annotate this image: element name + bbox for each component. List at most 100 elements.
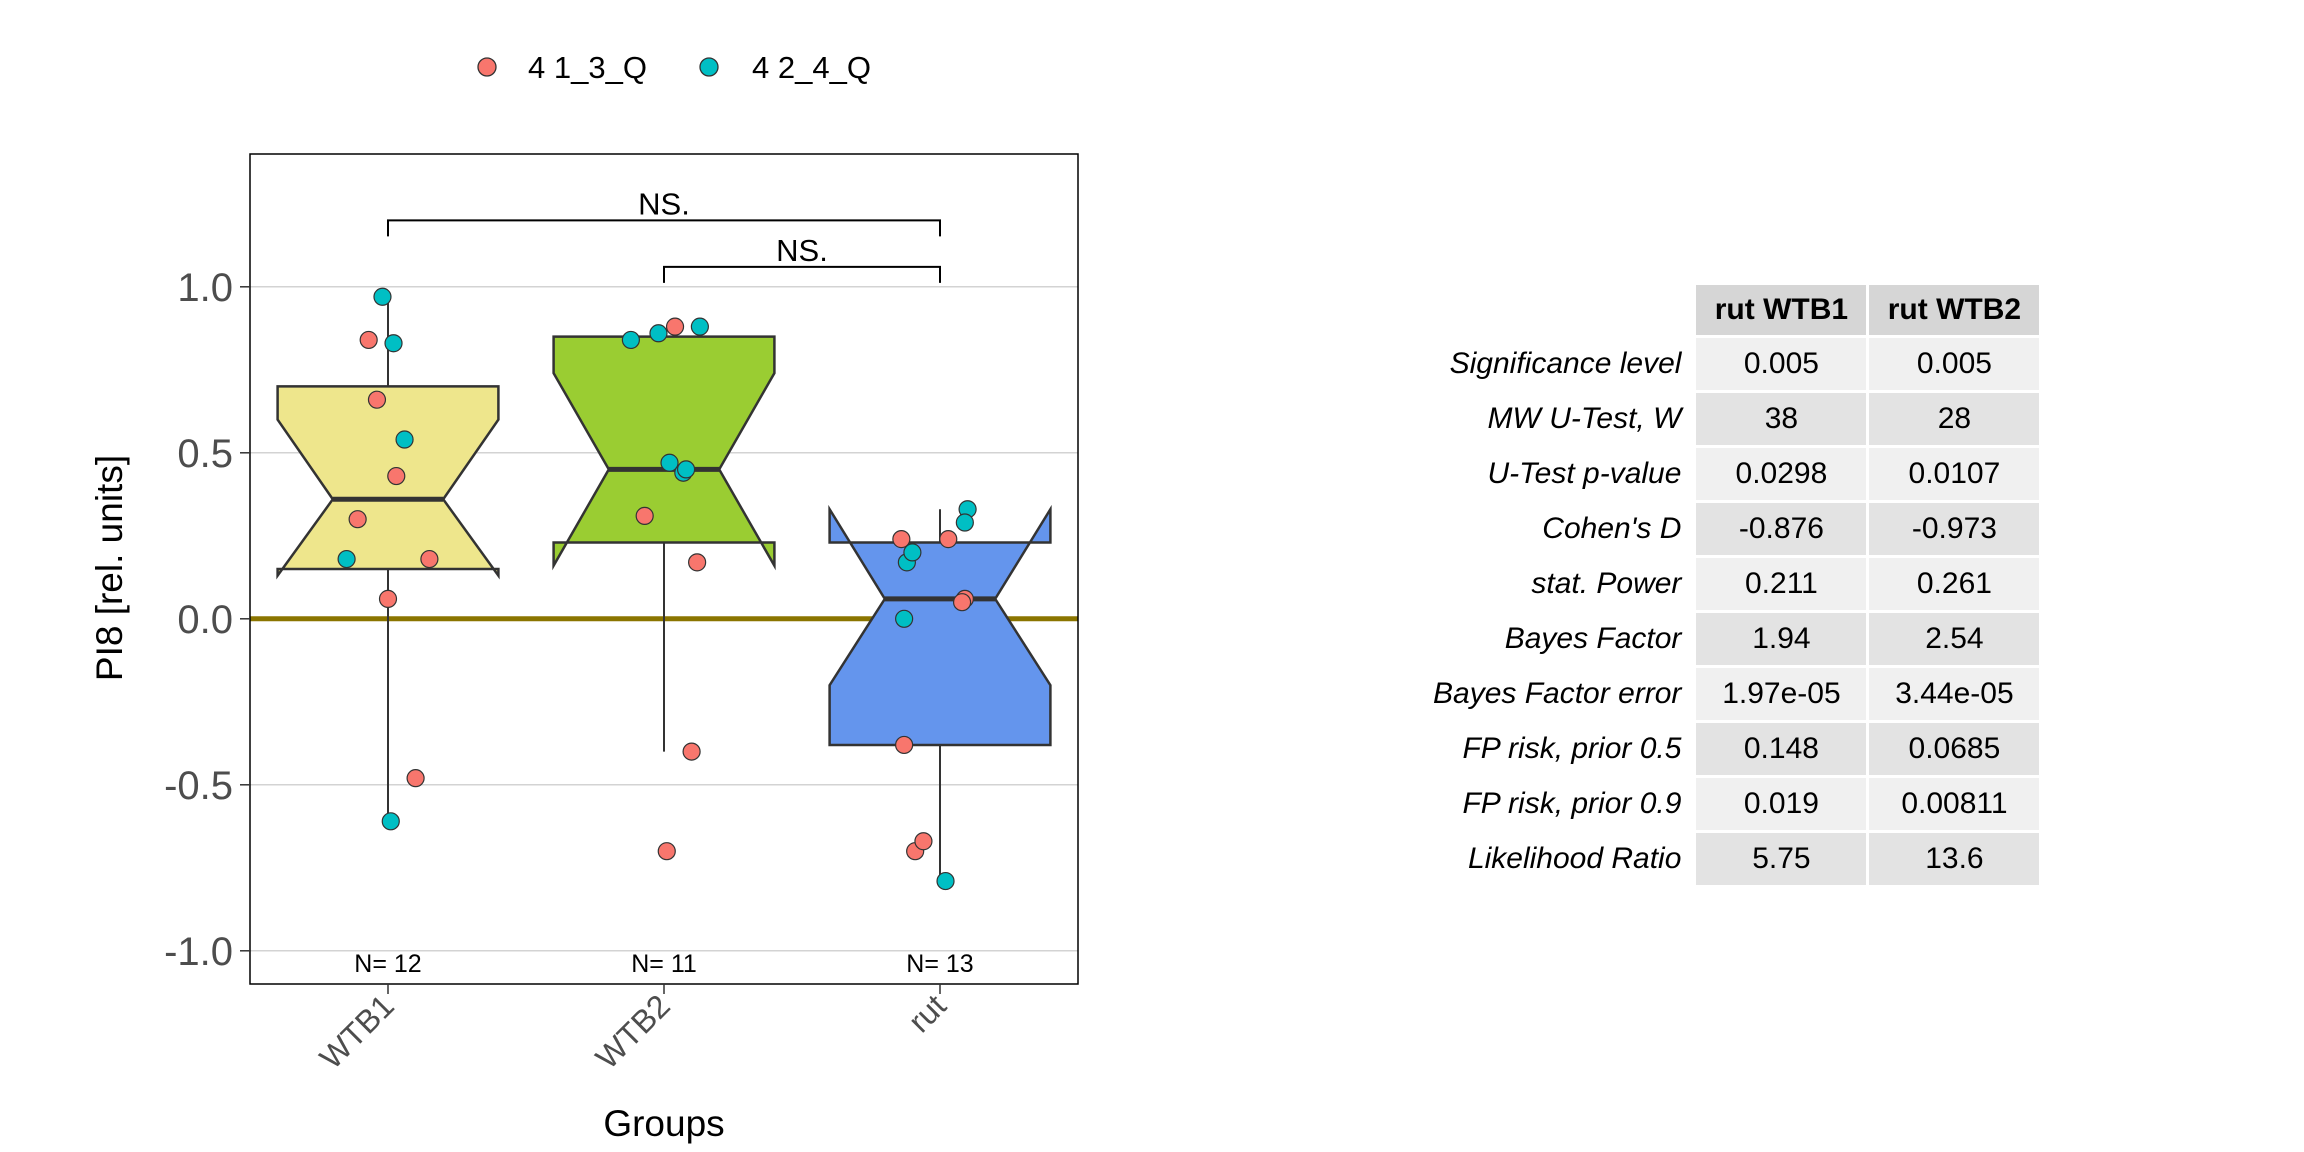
data-point <box>665 317 685 336</box>
stats-table: rut WTB1 rut WTB2 Significance level 0.00… <box>1420 282 2042 888</box>
stats-row-label: Bayes Factor <box>1504 622 1682 655</box>
data-point <box>939 530 958 549</box>
stats-table-header: rut WTB1 rut WTB2 <box>1423 285 2040 335</box>
data-point <box>895 609 914 628</box>
data-point <box>635 506 654 525</box>
n-count-label: N= 11 <box>631 950 697 978</box>
stats-row-label: Significance level <box>1449 347 1682 380</box>
stats-cell: 1.94 <box>1696 613 1867 665</box>
stats-row-label: Cohen's D <box>1542 512 1682 545</box>
data-point <box>936 871 955 891</box>
x-tick-label: WTB2 <box>589 987 677 1075</box>
data-point <box>657 842 676 861</box>
significance-bracket <box>663 265 941 283</box>
stats-cell: 38 <box>1696 393 1867 445</box>
stats-cell: -0.973 <box>1869 503 2040 555</box>
data-point <box>676 460 696 479</box>
stats-row-label: Likelihood Ratio <box>1467 842 1682 875</box>
legend-marker-series-2 <box>699 57 719 77</box>
legend-marker-series-1 <box>477 57 497 77</box>
data-point <box>952 593 972 612</box>
data-point <box>892 530 911 549</box>
data-point <box>348 510 367 529</box>
data-point <box>621 330 640 350</box>
data-point <box>381 812 400 831</box>
data-point <box>406 769 425 788</box>
stats-cell: -0.876 <box>1696 503 1867 555</box>
stats-cell: 0.005 <box>1696 338 1867 390</box>
significance-label: NS. <box>776 233 828 268</box>
y-tick-label: 0.0 <box>177 598 233 642</box>
y-tick-label: -0.5 <box>164 764 233 808</box>
stats-cell: 3.44e-05 <box>1869 668 2040 720</box>
x-axis-title: Groups <box>603 1103 724 1144</box>
stats-row-label: stat. Power <box>1531 567 1682 600</box>
stats-cell: 0.005 <box>1869 338 2040 390</box>
data-point <box>903 543 922 562</box>
x-tick-label: rut <box>901 987 953 1039</box>
stats-table-row: FP risk, prior 0.9 0.019 0.00811 <box>1423 778 2040 830</box>
stats-cell: 5.75 <box>1696 833 1867 885</box>
data-point <box>373 287 392 306</box>
stats-cell: 0.148 <box>1696 723 1867 775</box>
boxplot-chart: 4 1_3_Q 4 2_4_Q NS. NS. N= 12 N= 11 N= 13 1… <box>89 50 1079 1144</box>
data-point <box>682 742 701 761</box>
stats-cell: 0.211 <box>1696 558 1867 610</box>
data-point <box>337 549 356 569</box>
stats-row-label: FP risk, prior 0.5 <box>1462 732 1682 765</box>
data-point <box>367 390 387 409</box>
stats-cell: 2.54 <box>1869 613 2040 665</box>
stats-cell: 0.00811 <box>1869 778 2040 830</box>
stats-cell: 0.0107 <box>1869 448 2040 500</box>
stats-cell: 1.97e-05 <box>1696 668 1867 720</box>
y-tick-label: -1.0 <box>164 930 233 974</box>
stats-table-row: U-Test p-value 0.0298 0.0107 <box>1423 448 2040 500</box>
stats-table-col-header: rut WTB2 <box>1869 285 2040 335</box>
stats-row-label: Bayes Factor error <box>1433 677 1682 710</box>
data-point <box>420 549 439 569</box>
box-WTB1 <box>276 385 500 580</box>
data-point <box>395 430 414 449</box>
y-tick-label: 1.0 <box>177 266 233 310</box>
stats-row-label: U-Test p-value <box>1487 457 1682 490</box>
box-layer <box>276 296 1052 882</box>
y-tick-label: 0.5 <box>177 432 233 476</box>
stats-cell: 13.6 <box>1869 833 2040 885</box>
legend-label-series-2: 4 2_4_Q <box>752 50 871 85</box>
significance-layer: NS. NS. <box>387 186 941 283</box>
significance-bracket <box>387 219 941 237</box>
data-point <box>914 832 933 851</box>
stats-row-label: MW U-Test, W <box>1487 402 1682 435</box>
box-WTB2 <box>552 335 776 571</box>
box-rut <box>828 504 1052 747</box>
x-tick-label: WTB1 <box>313 987 401 1075</box>
stats-table-row: stat. Power 0.211 0.261 <box>1423 558 2040 610</box>
y-axis-title: PI8 [rel. units] <box>89 455 130 681</box>
stats-cell: 28 <box>1869 393 2040 445</box>
data-point <box>660 453 679 472</box>
stats-cell: 0.019 <box>1696 778 1867 830</box>
stats-table-col-header: rut WTB1 <box>1696 285 1867 335</box>
stats-table-row: Bayes Factor 1.94 2.54 <box>1423 613 2040 665</box>
data-point <box>895 735 914 755</box>
data-point <box>378 589 398 608</box>
stats-table-row: MW U-Test, W 38 28 <box>1423 393 2040 445</box>
stats-table-row: Cohen's D -0.876 -0.973 <box>1423 503 2040 555</box>
significance-label: NS. <box>638 186 690 221</box>
n-count-label: N= 12 <box>354 950 421 978</box>
stats-cell: 0.0685 <box>1869 723 2040 775</box>
y-axis: 1.0 0.5 0.0 -0.5 -1.0 <box>164 266 250 974</box>
stats-table-row: Significance level 0.005 0.005 <box>1423 338 2040 390</box>
x-axis: WTB1 WTB2 rut <box>313 984 953 1076</box>
stats-table-row: Bayes Factor error 1.97e-05 3.44e-05 <box>1423 668 2040 720</box>
stats-cell: 0.261 <box>1869 558 2040 610</box>
stats-cell: 0.0298 <box>1696 448 1867 500</box>
legend: 4 1_3_Q 4 2_4_Q <box>477 50 871 85</box>
stats-row-label: FP risk, prior 0.9 <box>1462 787 1682 820</box>
stats-table-row: FP risk, prior 0.5 0.148 0.0685 <box>1423 723 2040 775</box>
data-point <box>387 466 406 486</box>
point-layer <box>337 287 977 891</box>
count-label-layer: N= 12 N= 11 N= 13 <box>354 950 973 978</box>
data-point <box>688 553 707 572</box>
stats-table-corner <box>1423 285 1693 335</box>
